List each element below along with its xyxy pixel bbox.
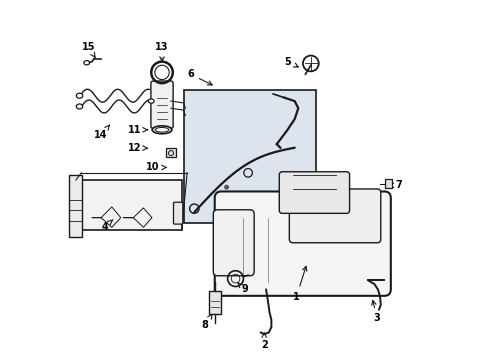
Bar [384, 179, 391, 188]
Text: 7: 7 [388, 180, 401, 190]
Bar [166, 148, 176, 157]
FancyBboxPatch shape [289, 189, 380, 243]
Ellipse shape [76, 104, 82, 109]
Circle shape [224, 185, 228, 190]
Text: 9: 9 [238, 283, 247, 294]
FancyBboxPatch shape [214, 192, 390, 296]
FancyBboxPatch shape [213, 210, 254, 276]
Text: 3: 3 [371, 301, 380, 323]
Ellipse shape [152, 126, 171, 134]
FancyBboxPatch shape [151, 81, 173, 129]
Text: 10: 10 [146, 162, 166, 172]
Text: 14: 14 [94, 125, 109, 140]
Text: 13: 13 [155, 42, 168, 61]
Text: 4: 4 [101, 220, 113, 231]
Text: 2: 2 [260, 333, 267, 350]
Ellipse shape [155, 127, 168, 132]
FancyBboxPatch shape [173, 202, 183, 224]
Ellipse shape [76, 93, 82, 98]
Text: 6: 6 [187, 69, 212, 85]
Text: 11: 11 [128, 125, 147, 135]
Text: 1: 1 [292, 266, 306, 302]
Bar [69, 175, 82, 237]
Ellipse shape [148, 99, 154, 103]
FancyBboxPatch shape [279, 172, 349, 213]
Text: 5: 5 [284, 57, 298, 67]
Bar [76, 180, 182, 230]
Bar [183, 90, 316, 223]
Text: 15: 15 [81, 42, 95, 58]
Ellipse shape [83, 60, 89, 65]
Bar [209, 291, 221, 315]
Text: 12: 12 [128, 143, 147, 153]
Text: 8: 8 [201, 314, 211, 330]
